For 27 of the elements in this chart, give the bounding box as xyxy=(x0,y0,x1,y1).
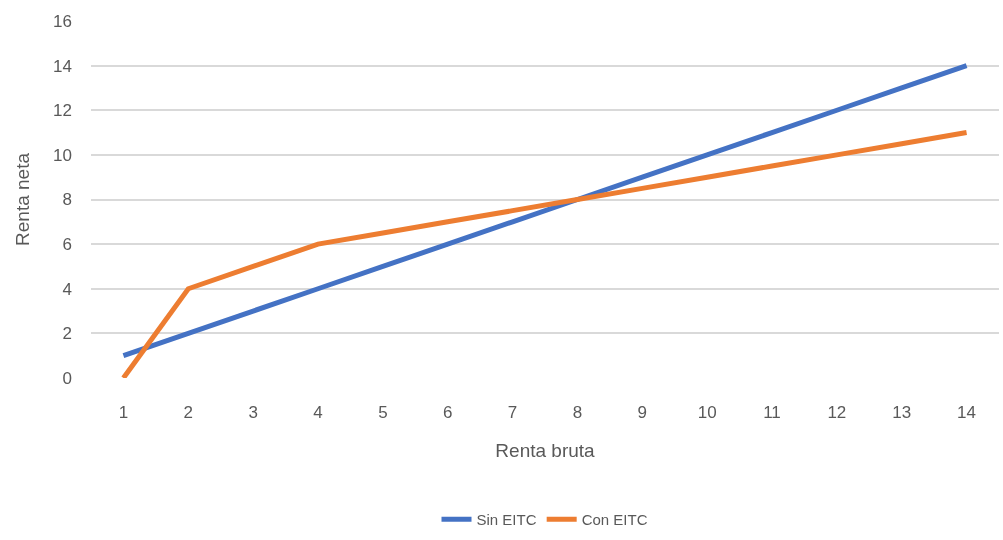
x-tick-label: 8 xyxy=(572,403,583,422)
y-axis-title: Renta neta xyxy=(11,152,33,246)
y-tick-label: 2 xyxy=(62,324,72,344)
x-tick-label: 11 xyxy=(763,403,781,422)
x-tick-label: 4 xyxy=(313,403,323,422)
y-tick-label: 16 xyxy=(53,11,72,31)
y-tick-label: 6 xyxy=(62,235,72,255)
y-tick-label: 8 xyxy=(62,190,72,210)
legend-label: Con EITC xyxy=(581,511,648,529)
y-tick-label: 0 xyxy=(62,368,72,388)
x-tick-label: 6 xyxy=(442,403,453,422)
legend-label: Sin EITC xyxy=(476,511,537,529)
x-tick-label: 9 xyxy=(637,403,648,422)
y-tick-label: 4 xyxy=(62,279,72,299)
x-tick-label: 12 xyxy=(827,403,847,422)
y-tick-label: 10 xyxy=(53,145,72,165)
x-tick-label: 5 xyxy=(378,403,388,422)
x-tick-label: 2 xyxy=(183,403,194,422)
x-axis-title: Renta bruta xyxy=(495,439,596,461)
x-tick-label: 7 xyxy=(507,403,518,422)
x-tick-label: 1 xyxy=(118,403,129,422)
x-tick-label: 13 xyxy=(892,403,912,422)
x-tick-label: 3 xyxy=(248,403,258,422)
x-tick-label: 14 xyxy=(957,403,977,422)
x-tick-label: 10 xyxy=(697,403,717,422)
y-tick-label: 14 xyxy=(53,56,72,76)
y-tick-label: 12 xyxy=(53,101,72,121)
